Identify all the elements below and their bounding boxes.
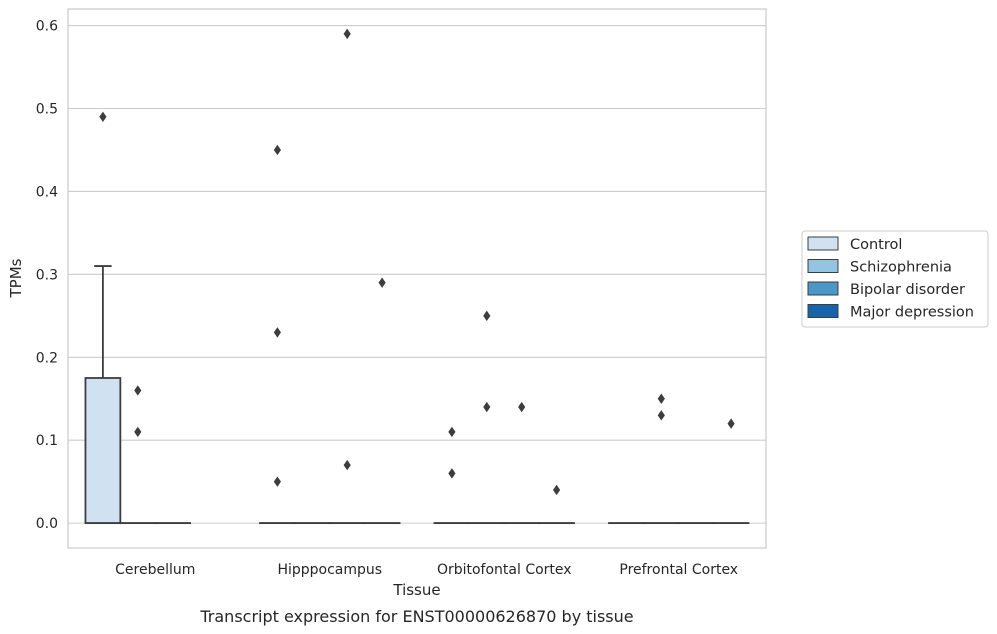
y-tick-label: 0.0 [36,516,58,532]
legend-swatch [807,304,839,318]
outlier-points [99,28,735,496]
outlier-point [657,393,665,404]
outlier-point [727,418,735,429]
y-tick-label: 0.6 [36,19,58,35]
outlier-point [483,401,491,413]
y-tick-label: 0.4 [36,184,58,200]
outlier-point [343,459,351,471]
legend-label: Bipolar disorder [850,282,965,298]
y-tick-labels: 0.0 0.1 0.2 0.3 0.4 0.5 0.6 [36,19,58,533]
x-tick-label: Cerebellum [115,562,195,578]
x-tick-label: Orbitofontal Cortex [437,562,572,578]
y-tick-label: 0.5 [36,102,58,118]
y-tick-label: 0.3 [36,267,58,283]
x-axis-label: Tissue [392,581,440,599]
outlier-point [518,401,526,413]
outlier-point [553,484,561,496]
outlier-point [273,327,281,338]
box-body [84,377,122,525]
legend-swatch [807,259,839,273]
legend-label: Control [850,237,902,253]
legend-label: Major depression [850,305,974,321]
outlier-point [273,476,281,487]
outlier-point [134,385,142,396]
outlier-point [448,468,456,479]
legend: Control Schizophrenia Bipolar disorder Majo… [801,230,989,328]
y-tick-label: 0.1 [36,433,58,449]
outlier-point [657,410,665,421]
chart-caption: Transcript expression for ENST0000062687… [199,607,633,626]
outlier-point [134,426,142,438]
legend-label: Schizophrenia [850,260,952,276]
legend-swatch [807,281,839,296]
outlier-point [343,28,351,40]
outlier-point [99,111,107,122]
gridlines [68,25,766,524]
x-tick-labels: Cerebellum Hipppocampus Orbitofontal Corte… [115,562,738,578]
outlier-point [273,144,281,156]
legend-swatch [807,236,839,251]
outlier-point [483,310,491,322]
outlier-point [378,277,386,288]
y-tick-label: 0.2 [36,350,58,366]
outlier-point [448,426,456,438]
y-axis-label: TPMs [7,258,25,298]
legend-frame [801,230,989,328]
x-tick-label: Prefrontal Cortex [619,562,738,578]
plot-area-frame [67,8,767,549]
x-tick-label: Hipppocampus [277,562,382,578]
boxes [84,265,750,525]
box-control [84,265,122,525]
